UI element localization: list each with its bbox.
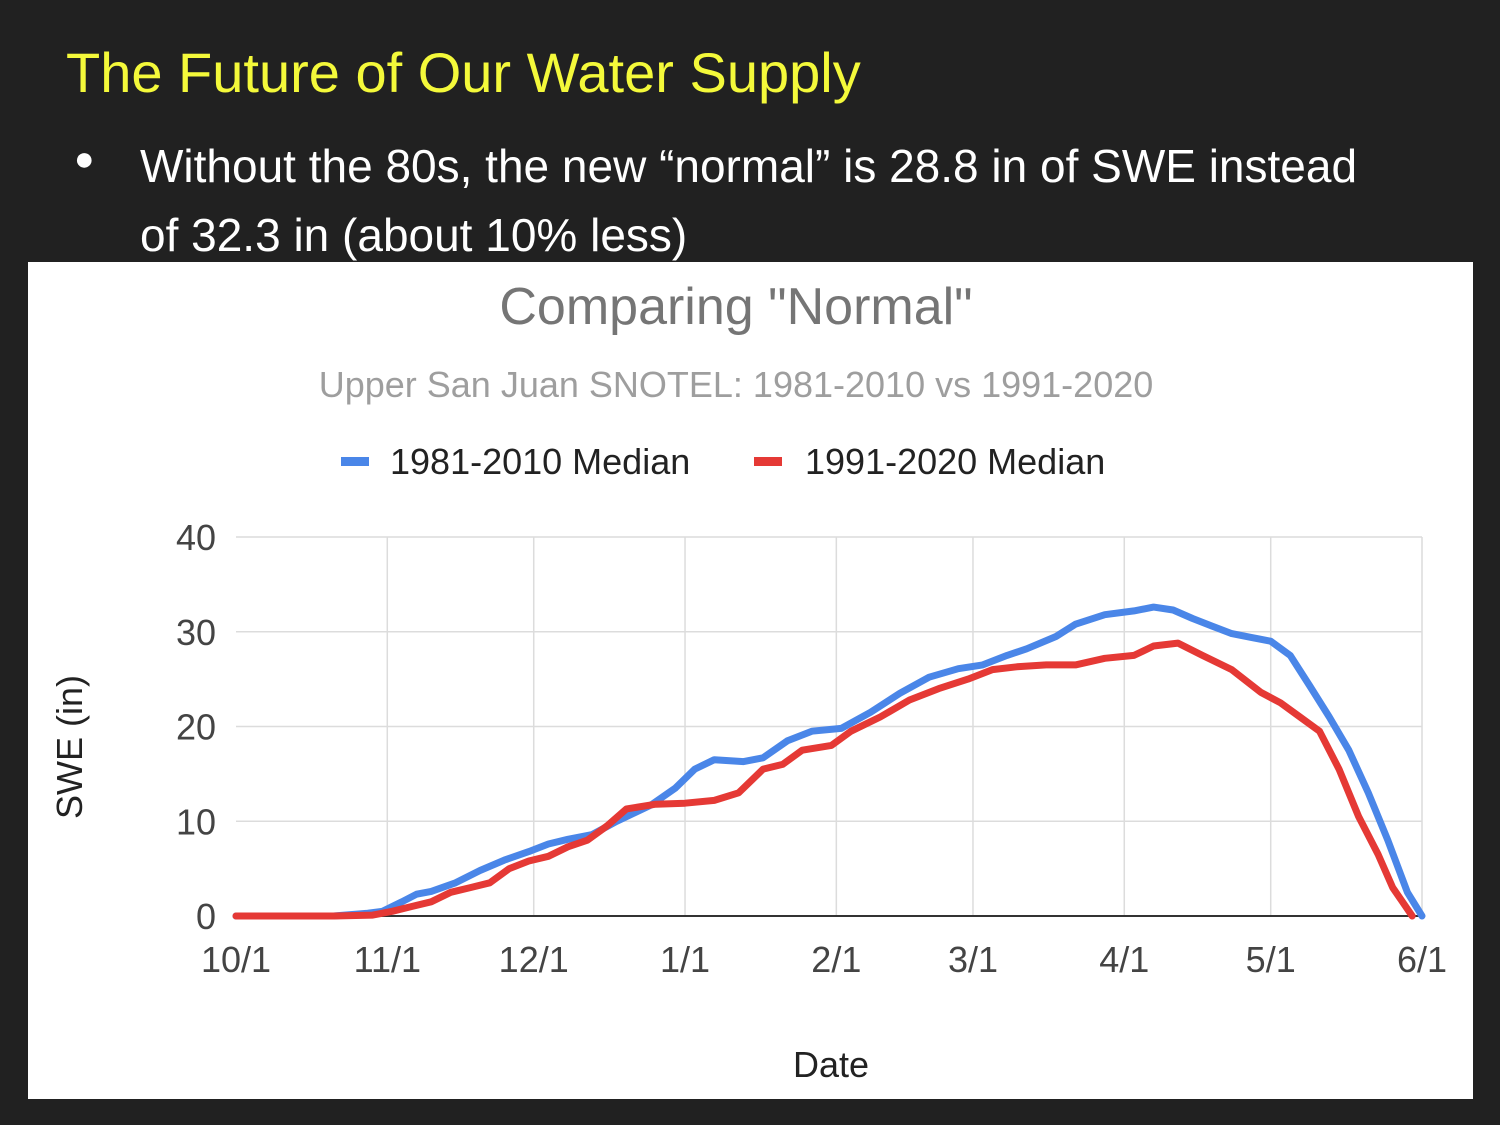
chart-svg: Comparing "Normal" Upper San Juan SNOTEL… [49,278,1447,1085]
series-line-1 [232,639,1416,920]
legend-swatch-1991-2020 [754,457,782,466]
y-tick-20: 20 [176,707,216,748]
y-tick-labels: 0 10 20 30 40 [176,517,216,937]
x-tick-3-1: 3/1 [948,939,998,980]
chart-title: Comparing "Normal" [499,278,972,336]
bullet-text: Without the 80s, the new “normal” is 28.… [140,140,1358,261]
y-tick-10: 10 [176,801,216,842]
grid [236,536,1423,916]
x-tick-6-1: 6/1 [1397,939,1447,980]
y-axis-label: SWE (in) [49,675,90,819]
y-tick-0: 0 [196,896,216,937]
y-tick-30: 30 [176,612,216,653]
legend-label-1991-2020: 1991-2020 Median [805,441,1105,482]
x-tick-4-1: 4/1 [1099,939,1149,980]
legend-swatch-1981-2010 [341,457,369,466]
y-tick-40: 40 [176,517,216,558]
x-tick-1-1: 1/1 [660,939,710,980]
legend-label-1981-2010: 1981-2010 Median [390,441,690,482]
series-lines [232,603,1426,920]
x-tick-2-1: 2/1 [811,939,861,980]
x-tick-labels: 10/1 11/1 12/1 1/1 2/1 3/1 4/1 5/1 6/1 [201,939,1447,980]
x-tick-5-1: 5/1 [1246,939,1296,980]
x-axis-label: Date [793,1044,869,1085]
bullet-marker: ● [74,140,95,178]
x-tick-10-1: 10/1 [201,939,271,980]
series-line-0 [232,603,1426,920]
chart-panel: Comparing "Normal" Upper San Juan SNOTEL… [28,262,1473,1099]
legend: 1981-2010 Median 1991-2020 Median [341,441,1105,482]
slide-title: The Future of Our Water Supply [66,41,861,104]
x-tick-12-1: 12/1 [499,939,569,980]
x-tick-11-1: 11/1 [354,939,421,980]
chart-subtitle: Upper San Juan SNOTEL: 1981-2010 vs 1991… [319,364,1154,405]
